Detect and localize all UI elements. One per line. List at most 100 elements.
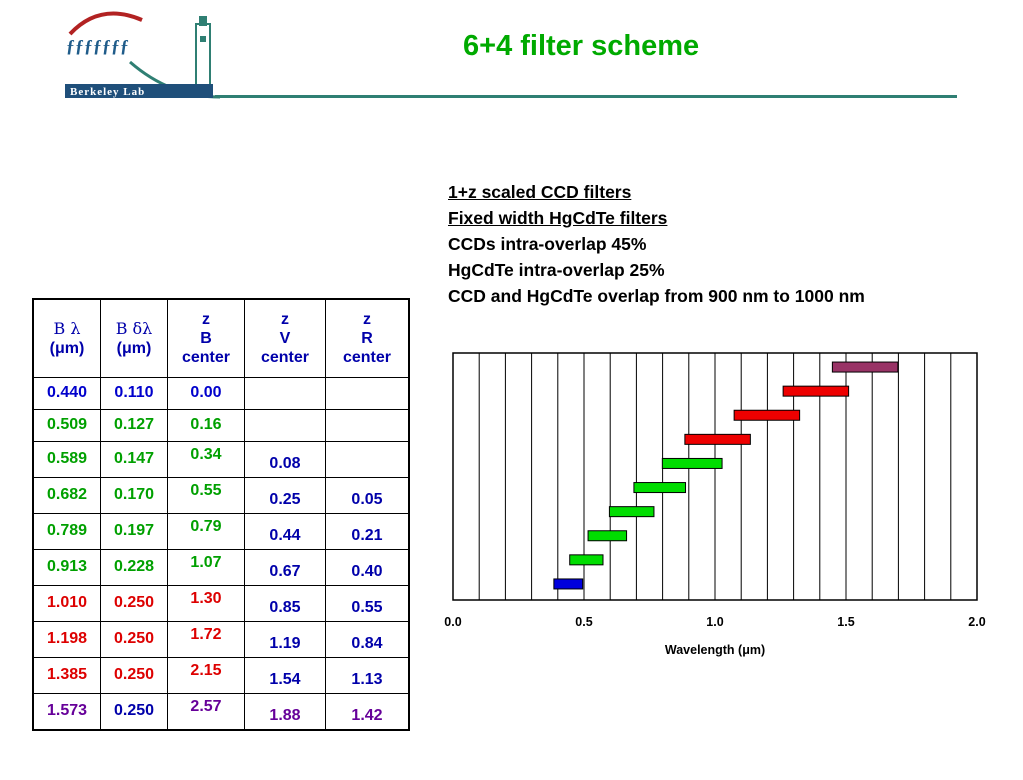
table-cell: 0.40 bbox=[325, 548, 410, 586]
table-cell: 0.21 bbox=[325, 512, 410, 550]
table-cell: 0.250 bbox=[100, 656, 168, 694]
x-tick-label: 2.0 bbox=[968, 615, 985, 629]
table-cell: 0.197 bbox=[100, 512, 168, 550]
header-unit: (μm) bbox=[49, 339, 85, 357]
filter-bars bbox=[553, 361, 899, 590]
header-b-lambda: B λ (μm) bbox=[32, 298, 101, 378]
table-row: 0.682 0.170 0.55 0.25 0.05 bbox=[32, 476, 410, 514]
table-cell: 1.198 bbox=[32, 620, 101, 658]
table-cell: 0.147 bbox=[100, 440, 168, 478]
table-cell: 1.385 bbox=[32, 656, 101, 694]
filter-bar bbox=[553, 578, 584, 590]
header-line: B bbox=[200, 329, 212, 347]
logo-text: Berkeley Lab bbox=[70, 86, 145, 98]
header-line: z bbox=[363, 310, 371, 328]
table-cell: 0.440 bbox=[32, 376, 101, 410]
filter-bar bbox=[831, 361, 899, 373]
table-cell: 0.589 bbox=[32, 440, 101, 478]
table-cell: 0.34 bbox=[167, 440, 245, 478]
table-cell: 1.30 bbox=[167, 584, 245, 622]
filter-notes: 1+z scaled CCD filters Fixed width HgCdT… bbox=[448, 179, 865, 309]
filter-table: B λ (μm) B δλ (μm) z B center z V center… bbox=[32, 298, 410, 731]
table-cell: 1.13 bbox=[325, 656, 410, 694]
filter-bar bbox=[684, 433, 751, 445]
header-line: V bbox=[279, 329, 291, 347]
table-row: 0.913 0.228 1.07 0.67 0.40 bbox=[32, 548, 410, 586]
svg-text:ƒƒƒƒƒƒƒ: ƒƒƒƒƒƒƒ bbox=[66, 36, 129, 56]
filter-bar bbox=[608, 506, 655, 518]
table-cell: 1.07 bbox=[167, 548, 245, 586]
filter-bar bbox=[661, 457, 723, 469]
x-tick-label: 1.5 bbox=[837, 615, 854, 629]
grid-lines bbox=[478, 353, 952, 600]
table-cell: 0.250 bbox=[100, 620, 168, 658]
header-line: z bbox=[202, 310, 210, 328]
table-cell: 0.110 bbox=[100, 376, 168, 410]
filter-bar bbox=[733, 409, 801, 421]
header-line: R bbox=[361, 329, 373, 347]
note-line: Fixed width HgCdTe filters bbox=[448, 208, 668, 228]
table-cell: 1.42 bbox=[325, 692, 410, 730]
filter-bar bbox=[569, 554, 604, 566]
header-z-v-center: z V center bbox=[244, 298, 326, 378]
table-cell: 1.72 bbox=[167, 620, 245, 658]
filter-chart: 0.0 0.5 1.0 1.5 2.0 Wavelength (μm) bbox=[444, 352, 986, 657]
table-cell: 0.08 bbox=[244, 440, 326, 478]
table-cell: 0.44 bbox=[244, 512, 326, 550]
table-row: 1.010 0.250 1.30 0.85 0.55 bbox=[32, 584, 410, 622]
table-cell: 1.010 bbox=[32, 584, 101, 622]
table-row: 1.198 0.250 1.72 1.19 0.84 bbox=[32, 620, 410, 658]
table-cell bbox=[244, 376, 326, 410]
table-cell: 1.88 bbox=[244, 692, 326, 730]
header-line: z bbox=[281, 310, 289, 328]
x-axis-label: Wavelength (μm) bbox=[665, 643, 765, 657]
x-tick-labels: 0.0 0.5 1.0 1.5 2.0 bbox=[444, 615, 985, 629]
header-unit: (μm) bbox=[116, 339, 152, 357]
note-line: HgCdTe intra-overlap 25% bbox=[448, 260, 665, 280]
table-cell bbox=[325, 376, 410, 410]
header-z-b-center: z B center bbox=[167, 298, 245, 378]
table-cell: 0.55 bbox=[325, 584, 410, 622]
note-line: 1+z scaled CCD filters bbox=[448, 182, 632, 202]
header-symbol: B λ bbox=[53, 318, 81, 338]
table-cell: 0.250 bbox=[100, 692, 168, 730]
filter-bar bbox=[587, 530, 628, 542]
table-row: 0.789 0.197 0.79 0.44 0.21 bbox=[32, 512, 410, 550]
note-line: CCD and HgCdTe overlap from 900 nm to 10… bbox=[448, 286, 865, 306]
table-cell: 0.913 bbox=[32, 548, 101, 586]
table-cell: 0.25 bbox=[244, 476, 326, 514]
table-cell: 0.682 bbox=[32, 476, 101, 514]
x-tick-label: 1.0 bbox=[706, 615, 723, 629]
table-cell: 0.127 bbox=[100, 408, 168, 442]
table-cell: 0.250 bbox=[100, 584, 168, 622]
table-row: 1.573 0.250 2.57 1.88 1.42 bbox=[32, 692, 410, 730]
table-cell bbox=[244, 408, 326, 442]
note-line: CCDs intra-overlap 45% bbox=[448, 234, 647, 254]
table-row: 0.509 0.127 0.16 bbox=[32, 408, 410, 442]
table-cell: 0.05 bbox=[325, 476, 410, 514]
table-row: 1.385 0.250 2.15 1.54 1.13 bbox=[32, 656, 410, 694]
table-cell: 1.573 bbox=[32, 692, 101, 730]
x-tick-label: 0.0 bbox=[444, 615, 461, 629]
table-cell: 0.55 bbox=[167, 476, 245, 514]
table-cell: 0.789 bbox=[32, 512, 101, 550]
filter-bar bbox=[633, 482, 687, 494]
header-z-r-center: z R center bbox=[325, 298, 410, 378]
x-tick-label: 0.5 bbox=[575, 615, 592, 629]
table-row: 0.589 0.147 0.34 0.08 bbox=[32, 440, 410, 478]
table-cell: 2.15 bbox=[167, 656, 245, 694]
filter-bar bbox=[782, 385, 850, 397]
table-cell: 0.228 bbox=[100, 548, 168, 586]
table-cell: 0.170 bbox=[100, 476, 168, 514]
table-cell bbox=[325, 440, 410, 478]
header-line: center bbox=[342, 348, 392, 366]
table-cell: 2.57 bbox=[167, 692, 245, 730]
header-b-delta-lambda: B δλ (μm) bbox=[100, 298, 168, 378]
table-cell: 0.79 bbox=[167, 512, 245, 550]
header-symbol: B δλ bbox=[115, 318, 153, 338]
page-title: 6+4 filter scheme bbox=[463, 30, 700, 62]
table-cell: 0.00 bbox=[167, 376, 245, 410]
berkeley-lab-logo: ƒƒƒƒƒƒƒ Berkeley Lab bbox=[65, 11, 221, 99]
header-line: center bbox=[260, 348, 310, 366]
table-cell bbox=[325, 408, 410, 442]
